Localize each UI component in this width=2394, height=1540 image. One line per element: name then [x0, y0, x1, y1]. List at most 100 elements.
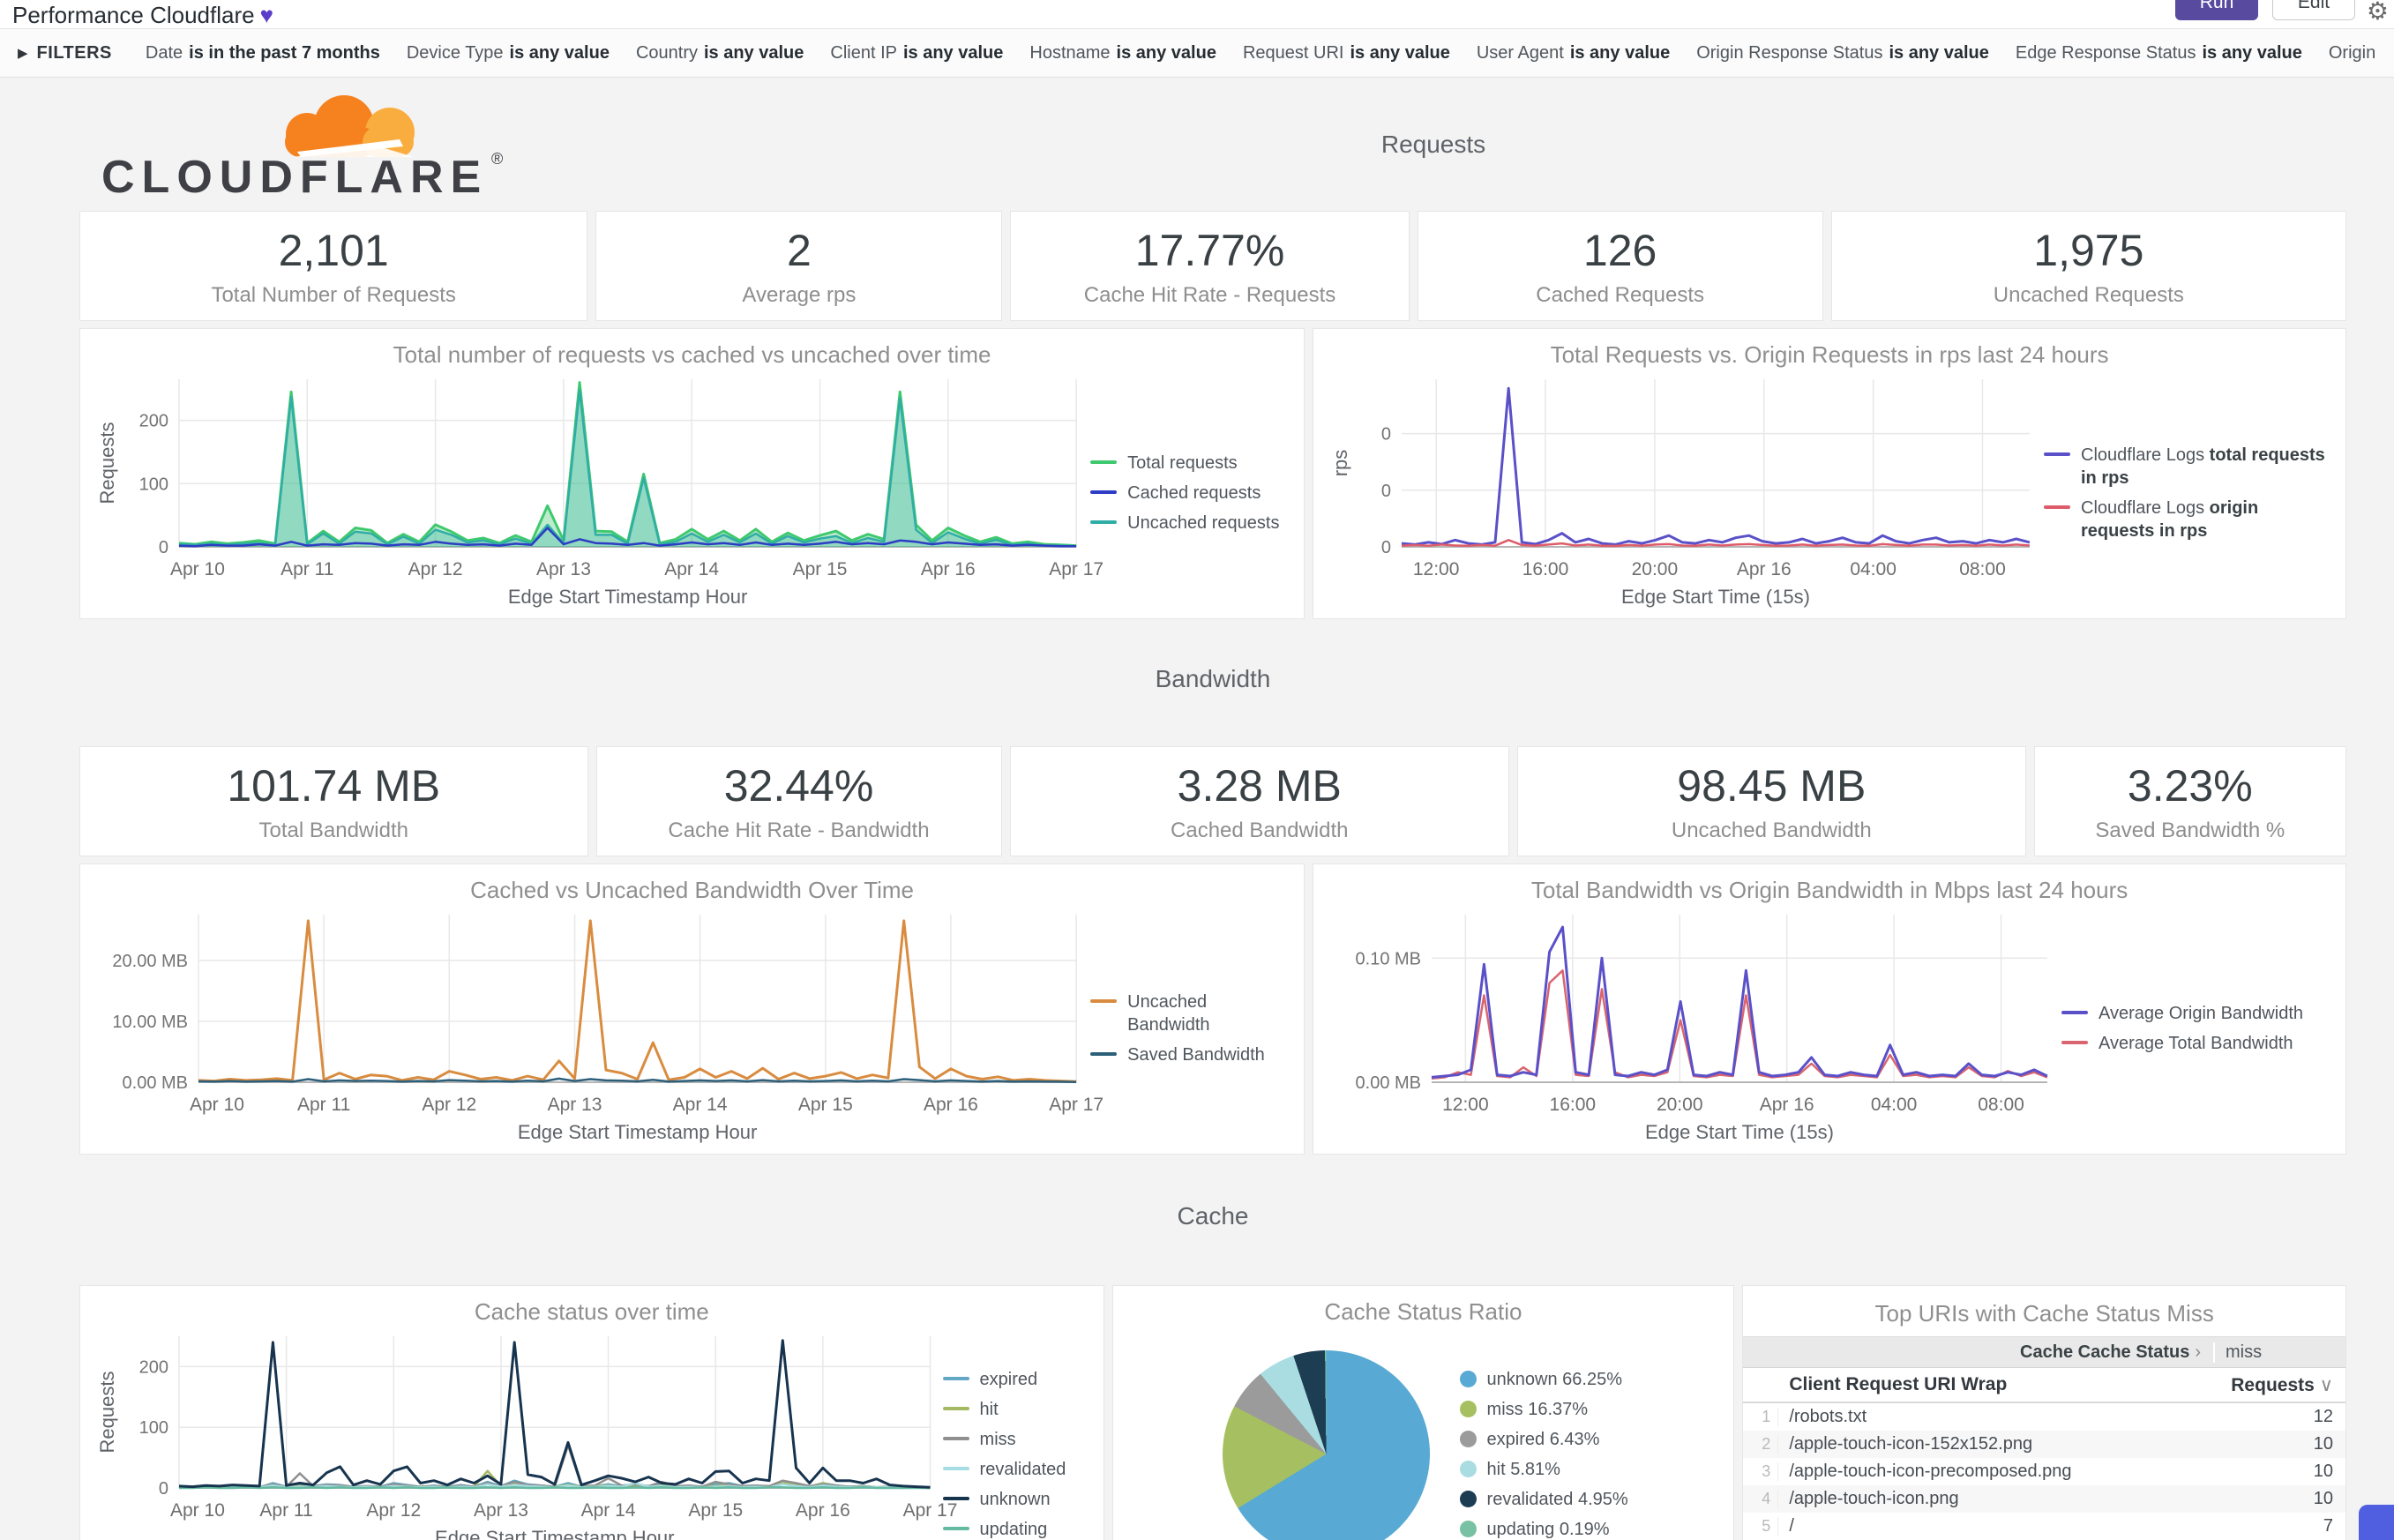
svg-text:0: 0 — [1381, 538, 1391, 557]
bandwidth-chart-row: Cached vs Uncached Bandwidth Over Time 0… — [79, 863, 2346, 1155]
legend-item[interactable]: revalidated — [942, 1458, 1089, 1481]
legend-label: updating 0.19% — [1486, 1519, 1610, 1539]
filter-item[interactable]: Origin Response Status is any value — [1696, 43, 1989, 64]
svg-text:Requests: Requests — [96, 422, 118, 505]
legend-item[interactable]: hit 5.81% — [1459, 1458, 1628, 1481]
filter-item[interactable]: Edge Response Status is any value — [2016, 43, 2302, 64]
sort-desc-icon: ∨ — [2319, 1374, 2334, 1395]
legend-swatch — [942, 1496, 969, 1500]
svg-text:Apr 17: Apr 17 — [1049, 1095, 1103, 1115]
table-row: 4/apple-touch-icon.png 10 — [1743, 1485, 2346, 1513]
gear-icon[interactable]: ⚙ — [2366, 0, 2389, 25]
legend-item[interactable]: Average Origin Bandwidth — [2061, 1002, 2331, 1025]
cache-status-chart: 0 100 200 Apr 10 Apr 11 Apr 12 Apr 13 Apr 14 Apr… — [96, 1336, 957, 1540]
svg-text:Apr 11: Apr 11 — [281, 559, 333, 579]
chart-title: Total Bandwidth vs Origin Bandwidth in M… — [1530, 877, 2128, 903]
edit-button[interactable]: Edit — [2272, 0, 2355, 20]
legend-swatch — [1090, 1051, 1118, 1056]
legend-swatch — [1090, 998, 1118, 1003]
kpi-label: Average rps — [742, 282, 857, 307]
svg-text:08:00: 08:00 — [1978, 1095, 2024, 1115]
legend-item[interactable]: expired — [942, 1368, 1089, 1391]
legend-item[interactable]: revalidated 4.95% — [1459, 1488, 1628, 1511]
requests-cell: 12 — [2313, 1407, 2334, 1426]
svg-text:Edge Start Timestamp Hour: Edge Start Timestamp Hour — [518, 1121, 757, 1143]
legend-item[interactable]: Cloudflare Logs total requests in rps — [2044, 444, 2331, 490]
svg-text:Apr 12: Apr 12 — [408, 559, 463, 579]
table-row: 3/apple-touch-icon-precomposed.png 10 — [1743, 1458, 2346, 1485]
svg-text:Apr 13: Apr 13 — [548, 1095, 602, 1115]
svg-text:Apr 13: Apr 13 — [536, 559, 591, 579]
legend-swatch — [1090, 490, 1118, 494]
kpi-label: Cache Hit Rate - Bandwidth — [668, 818, 930, 842]
section-title-bandwidth: Bandwidth — [1155, 665, 1271, 692]
filter-item[interactable]: Date is in the past 7 months — [146, 43, 380, 64]
run-button[interactable]: Run — [2175, 0, 2258, 20]
svg-text:100: 100 — [139, 475, 168, 494]
filter-item[interactable]: Hostname is any value — [1029, 43, 1216, 64]
chart-legend: Average Origin Bandwidth Average Total Ba… — [2061, 906, 2335, 1150]
legend-item[interactable]: hit — [942, 1398, 1089, 1421]
legend-swatch — [2044, 505, 2070, 509]
filter-field: Request URI — [1242, 42, 1344, 63]
legend-swatch — [2061, 1040, 2088, 1044]
legend-item[interactable]: expired 6.43% — [1459, 1428, 1628, 1451]
chart-title: Total Requests vs. Origin Requests in rp… — [1550, 341, 2109, 368]
help-widget-button[interactable] — [2359, 1505, 2394, 1540]
filters-toggle[interactable]: ▶ FILTERS — [18, 43, 112, 64]
legend-label: Average Origin Bandwidth — [2098, 1003, 2303, 1023]
page-title: Performance Cloudflare ♥ — [12, 2, 273, 29]
bandwidth-header-row: Bandwidth — [79, 619, 2346, 739]
kpi-label: Cache Hit Rate - Requests — [1083, 282, 1336, 307]
legend-item[interactable]: Uncached requests — [1090, 512, 1290, 535]
rps-24h-card: Total Requests vs. Origin Requests in rp… — [1313, 328, 2346, 619]
kpi-tile: 98.45 MB Uncached Bandwidth — [1517, 746, 2026, 856]
uri-cell[interactable]: /apple-touch-icon-152x152.png — [1789, 1434, 2033, 1454]
filter-field: Date — [145, 42, 183, 63]
pivot-field-label[interactable]: Cache Cache Status › — [2020, 1342, 2202, 1362]
svg-text:Apr 11: Apr 11 — [297, 1095, 350, 1115]
filter-item[interactable]: Device Type is any value — [407, 43, 610, 64]
filter-item[interactable]: Request URI is any value — [1243, 43, 1450, 64]
legend-item[interactable]: updating 0.19% — [1459, 1518, 1628, 1540]
legend-item[interactable]: Cloudflare Logs origin requests in rps — [2044, 497, 2331, 542]
legend-swatch — [2044, 452, 2070, 456]
filter-field: User Agent — [1476, 42, 1564, 63]
chart-title: Total number of requests vs cached vs un… — [393, 341, 991, 368]
filter-item[interactable]: Client IP is any value — [830, 43, 1003, 64]
heart-icon: ♥ — [259, 2, 274, 28]
uri-cell[interactable]: /apple-touch-icon-precomposed.png — [1789, 1462, 2072, 1481]
legend-item[interactable]: Uncached Bandwidth — [1090, 991, 1290, 1036]
cloudflare-logo: CLOUDFLARE ® — [101, 94, 503, 201]
uri-cell[interactable]: / — [1789, 1516, 1794, 1536]
filter-item[interactable]: User Agent is any value — [1477, 43, 1670, 64]
svg-text:Apr 10: Apr 10 — [190, 1095, 244, 1115]
requests-cell: 7 — [2323, 1516, 2334, 1536]
svg-text:Edge Start Time (15s): Edge Start Time (15s) — [1645, 1121, 1834, 1143]
legend-swatch — [942, 1436, 969, 1440]
legend-item[interactable]: Saved Bandwidth — [1090, 1043, 1290, 1066]
legend-item[interactable]: miss 16.37% — [1459, 1398, 1628, 1421]
svg-text:10.00 MB: 10.00 MB — [112, 1013, 188, 1032]
legend-item[interactable]: unknown 66.25% — [1459, 1368, 1628, 1391]
kpi-value: 126 — [1582, 225, 1657, 275]
legend-item[interactable]: updating — [942, 1518, 1089, 1540]
svg-text:200: 200 — [139, 1357, 168, 1377]
filter-item[interactable]: Country is any value — [636, 43, 804, 64]
legend-item[interactable]: Total requests — [1090, 452, 1290, 475]
uri-cell[interactable]: /robots.txt — [1789, 1407, 1867, 1426]
requests-column-header[interactable]: Requests ∨ — [2231, 1374, 2334, 1395]
legend-swatch — [1459, 1430, 1477, 1447]
cache-status-ratio-card: Cache Status Ratio unknown 66.25% miss 16… — [1111, 1285, 1735, 1540]
uri-column-header[interactable]: Client Request URI Wrap — [1789, 1374, 2008, 1394]
legend-item[interactable]: unknown — [942, 1488, 1089, 1511]
legend-label: Cloudflare Logs origin requests in rps — [2081, 497, 2259, 541]
legend-item[interactable]: Average Total Bandwidth — [2061, 1032, 2331, 1055]
legend-label: hit — [979, 1399, 999, 1419]
legend-item[interactable]: Cached requests — [1090, 482, 1290, 505]
filter-field: Device Type — [406, 42, 504, 63]
legend-item[interactable]: miss — [942, 1428, 1089, 1451]
kpi-value: 2,101 — [278, 225, 389, 275]
uri-cell[interactable]: /apple-touch-icon.png — [1789, 1489, 1959, 1508]
